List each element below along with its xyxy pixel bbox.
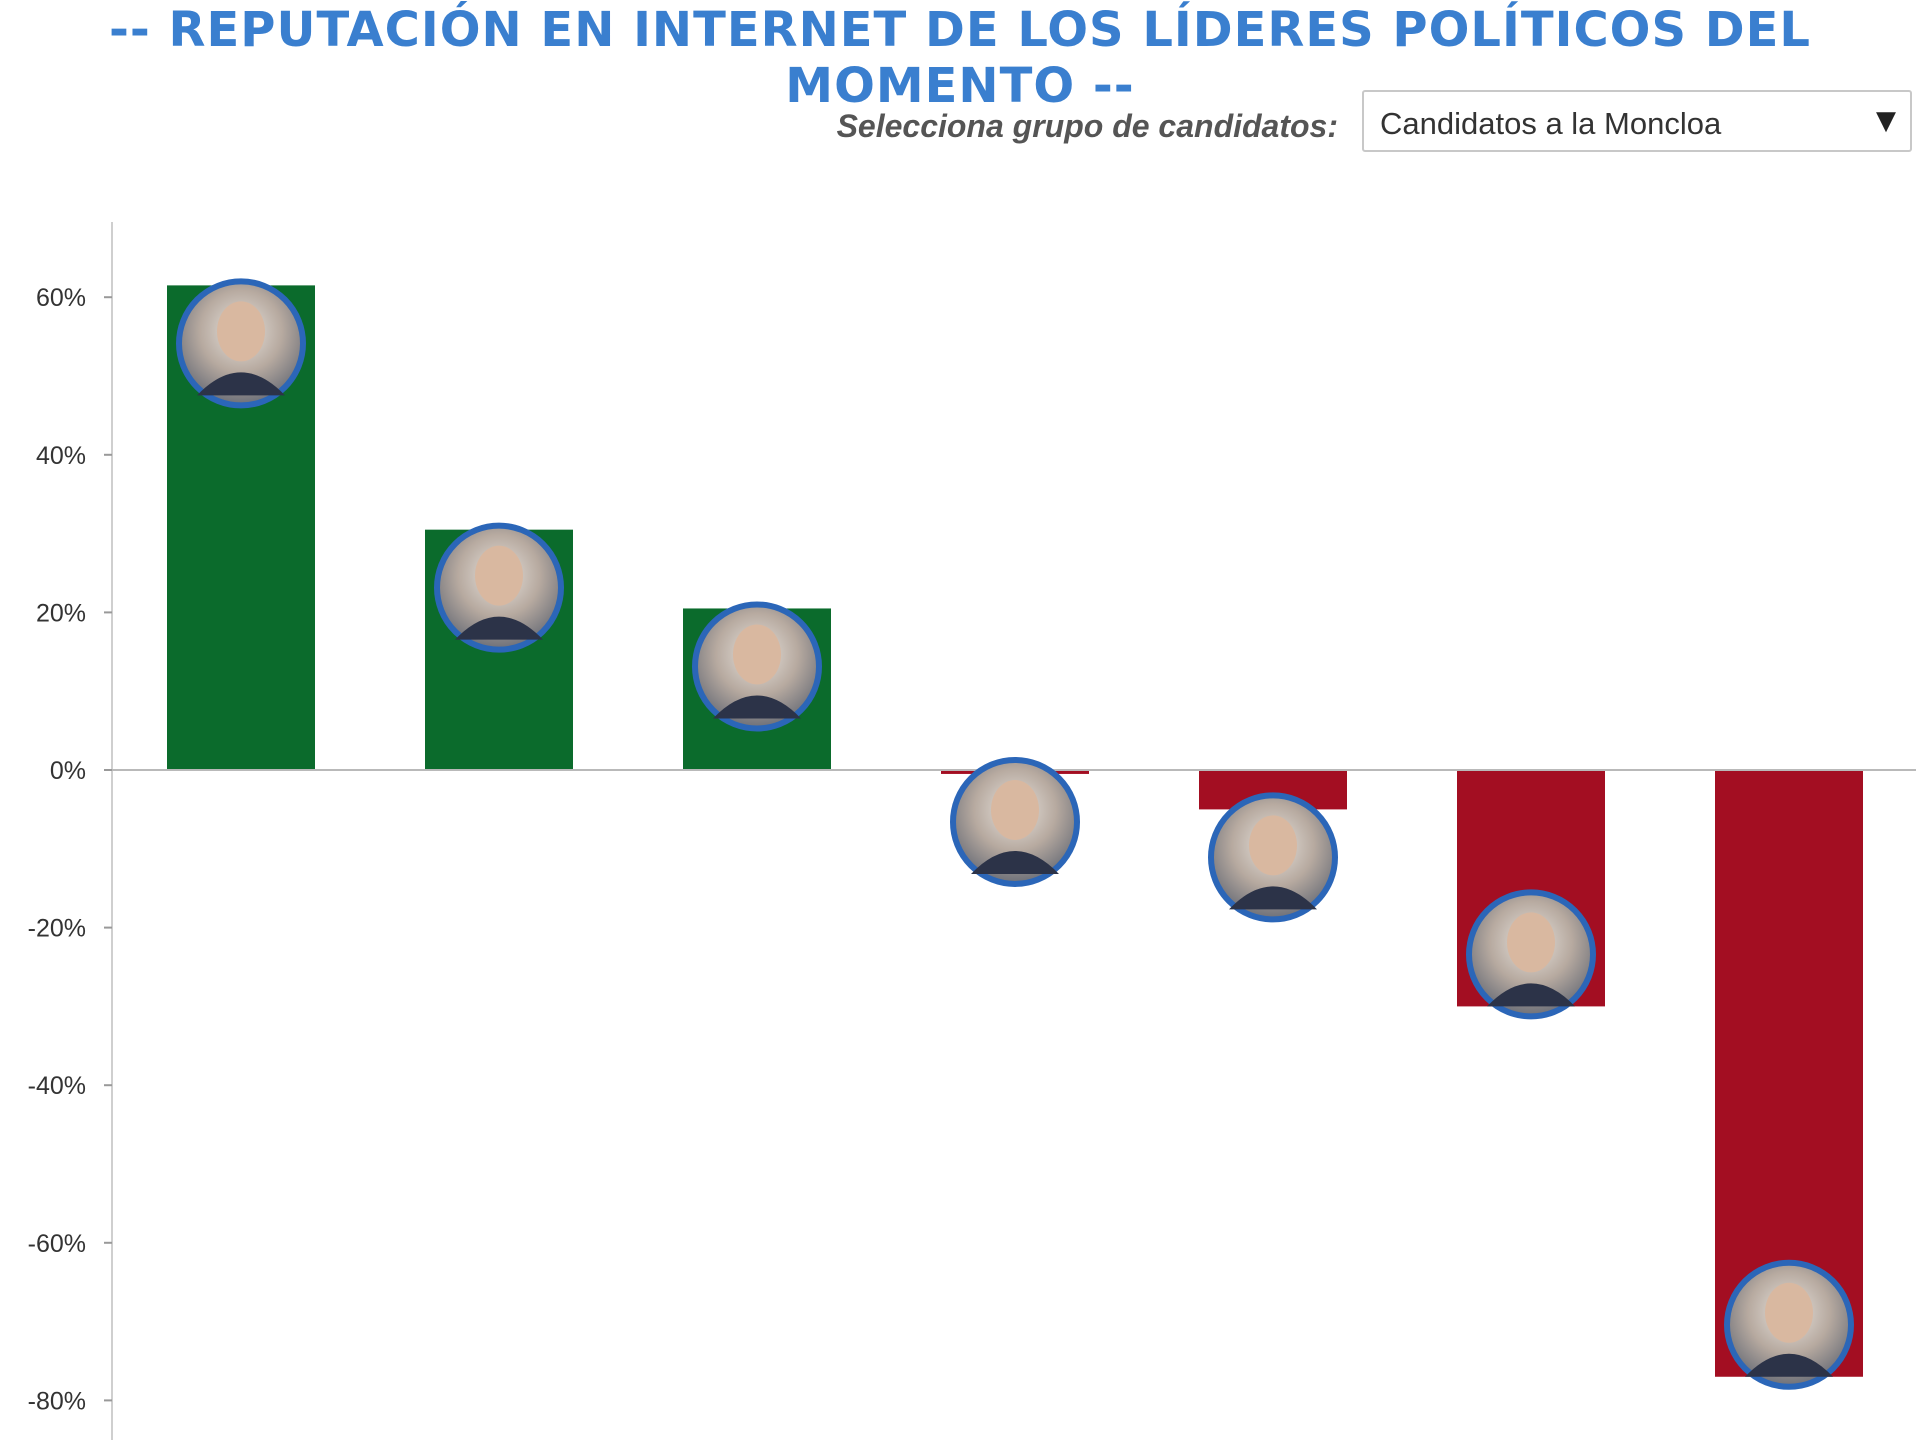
candidate-photo-icon[interactable] [1466, 889, 1596, 1020]
candidate-photo-icon[interactable] [434, 522, 564, 653]
candidate-photo-icon[interactable] [176, 278, 306, 409]
y-tick-label: 40% [36, 442, 86, 470]
y-tick-label: -20% [28, 915, 86, 943]
candidate-photo-icon[interactable] [1208, 792, 1338, 923]
y-tick-label: 60% [36, 284, 86, 312]
select-value: Candidatos a la Moncloa [1380, 106, 1722, 141]
candidate-photo-icon[interactable] [950, 756, 1080, 887]
candidate-photo-icon[interactable] [692, 601, 822, 732]
caret-down-icon[interactable]: ▼ [1876, 106, 1896, 136]
y-tick-label: -40% [28, 1072, 86, 1100]
candidate-group-select[interactable]: Candidatos a la Moncloa ▼ [1362, 90, 1912, 152]
y-tick-label: -80% [28, 1387, 86, 1415]
selector-label: Selecciona grupo de candidatos: [836, 108, 1338, 144]
candidate-photo-icon[interactable] [1724, 1259, 1854, 1390]
y-tick-label: -60% [28, 1230, 86, 1258]
y-tick-label: 0% [50, 757, 86, 785]
y-tick-label: 20% [36, 599, 86, 627]
candidate-group-selector-row: Selecciona grupo de candidatos: Candidat… [0, 88, 1920, 158]
page-title: -- REPUTACIÓN EN INTERNET DE LOS LÍDERES… [109, 2, 1811, 114]
